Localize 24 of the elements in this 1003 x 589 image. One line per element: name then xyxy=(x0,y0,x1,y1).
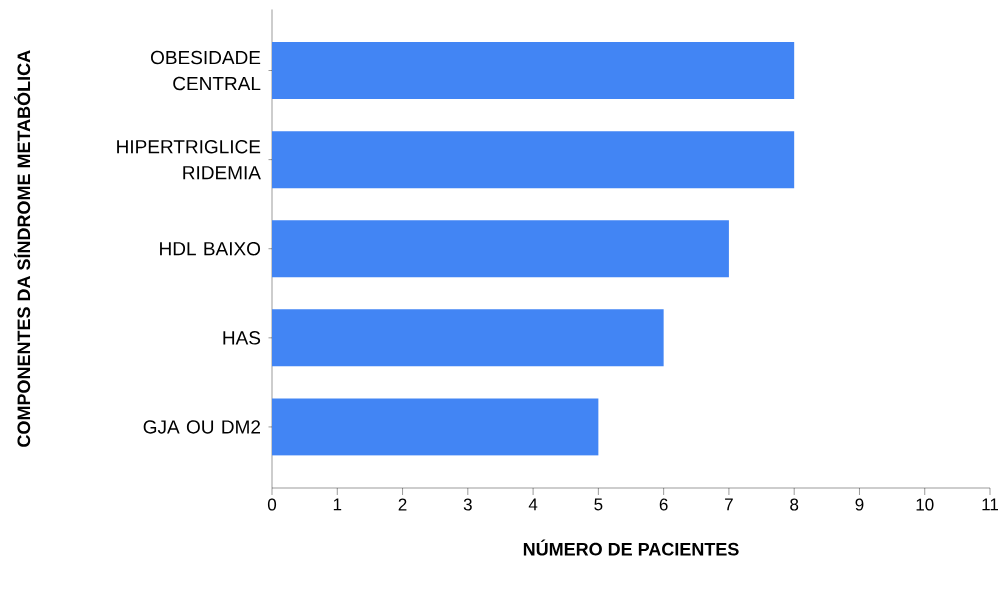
y-tick-label: HAS xyxy=(223,331,261,345)
bar xyxy=(272,131,795,189)
x-tick-label: 2 xyxy=(398,498,407,511)
x-tick-label: 5 xyxy=(594,498,603,511)
y-tick-label: HDL BAIXO xyxy=(160,242,261,256)
y-axis-title: COMPONENTES DA SÍNDROME METABÓLICA xyxy=(14,50,31,447)
x-tick-label: 4 xyxy=(528,498,538,511)
x-axis-title: NÚMERO DE PACIENTES xyxy=(523,539,739,556)
x-tick-label: 9 xyxy=(855,498,864,511)
bar xyxy=(272,309,664,367)
x-tick-label: 3 xyxy=(463,498,472,511)
x-tick-label: 10 xyxy=(916,498,934,511)
bar xyxy=(272,42,795,100)
x-tick-label: 6 xyxy=(659,498,668,511)
x-tick-label: 1 xyxy=(333,498,342,511)
bar xyxy=(272,220,729,278)
x-tick-label: 8 xyxy=(790,498,799,511)
y-tick-label: OBESIDADE CENTRAL xyxy=(151,50,261,91)
x-tick-label: 7 xyxy=(725,498,733,511)
bar xyxy=(272,398,599,456)
y-tick-label: GJA OU DM2 xyxy=(143,420,260,434)
x-tick-label: 11 xyxy=(982,498,999,511)
x-tick-label: 0 xyxy=(267,498,277,511)
y-tick-label: HIPERTRIGLICE RIDEMIA xyxy=(117,140,261,180)
